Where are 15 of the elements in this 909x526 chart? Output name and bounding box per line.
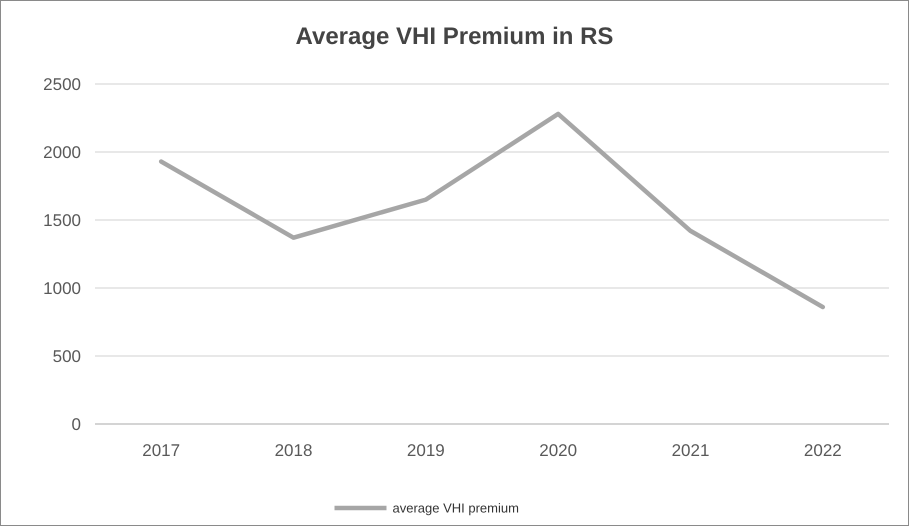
line-series	[158, 112, 826, 310]
x-tick-label: 2019	[406, 441, 445, 460]
y-tick-label: 0	[72, 414, 81, 434]
y-tick-label: 2500	[43, 74, 81, 94]
x-tick-label: 2017	[142, 441, 180, 460]
x-tick-label: 2020	[539, 441, 578, 460]
y-tick-label: 2000	[43, 142, 81, 162]
y-tick-label: 500	[52, 346, 81, 366]
legend-label: average VHI premium	[392, 500, 519, 516]
y-tick-label: 1500	[43, 210, 81, 230]
x-tick-label: 2021	[672, 441, 710, 460]
y-tick-label: 1000	[43, 278, 81, 298]
chart-title: Average VHI Premium in RS	[296, 23, 614, 50]
x-tick-label: 2022	[804, 441, 842, 460]
x-tick-label: 2018	[274, 441, 312, 460]
